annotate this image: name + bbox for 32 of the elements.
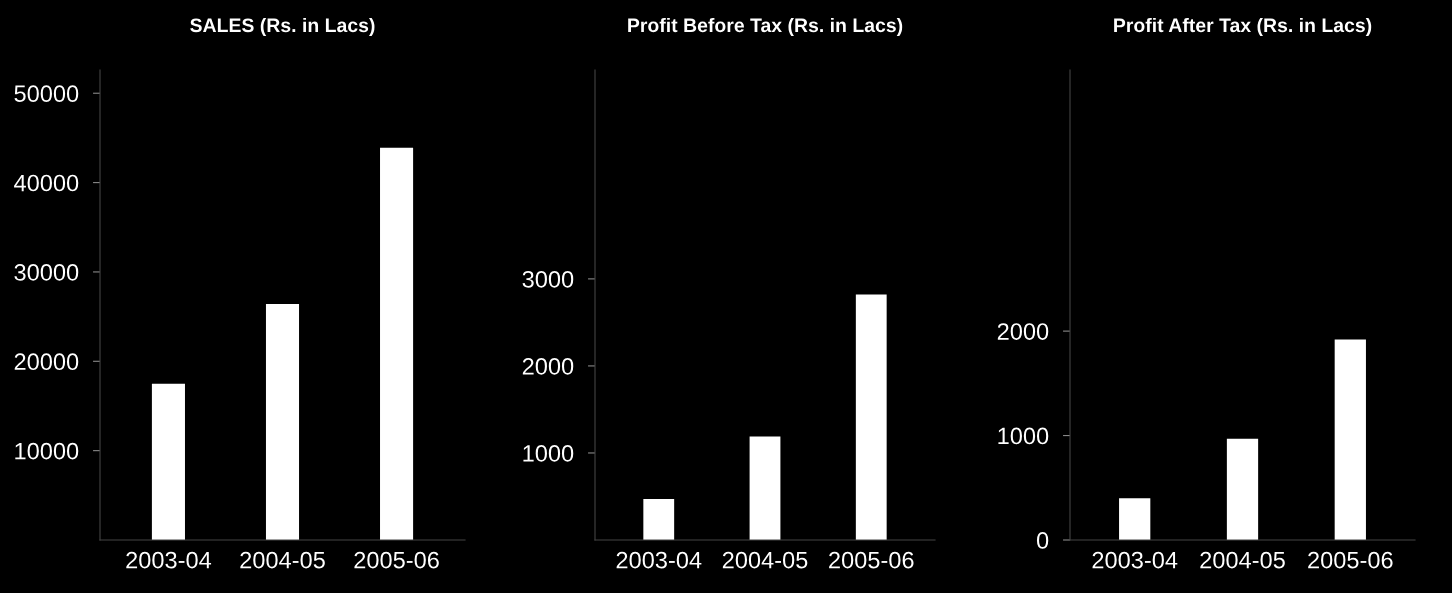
y-tick-label: 1000 <box>998 427 1049 445</box>
x-tick-label: 2004-05 <box>240 551 325 569</box>
y-tick-label: 10000 <box>15 442 79 460</box>
bar <box>1226 438 1259 540</box>
y-tick-label: 0 <box>1036 532 1049 549</box>
chart-title: SALES (Rs. in Lacs) <box>190 17 375 37</box>
bar <box>380 147 414 540</box>
bar <box>151 383 185 540</box>
bar <box>265 304 300 540</box>
y-tick-label: 30000 <box>14 264 79 281</box>
y-tick-label: 1000 <box>523 445 574 462</box>
x-tick-label: 2003-04 <box>126 551 212 569</box>
bar <box>1334 339 1366 540</box>
y-tick-label: 50000 <box>14 85 79 103</box>
bar <box>749 436 781 540</box>
bar <box>1119 498 1151 540</box>
y-tick-label: 3000 <box>522 270 574 288</box>
y-tick-label: 20000 <box>14 353 79 371</box>
bar <box>855 294 887 540</box>
bar <box>643 499 675 540</box>
chart-title: Profit Before Tax (Rs. in Lacs) <box>628 17 903 37</box>
x-tick-label: 2005-06 <box>829 551 914 569</box>
x-tick-label: 2004-05 <box>1200 551 1285 569</box>
x-tick-label: 2003-04 <box>1092 551 1178 569</box>
y-tick-label: 2000 <box>997 323 1049 340</box>
chart-title: Profit After Tax (Rs. in Lacs) <box>1114 17 1372 37</box>
x-tick-label: 2003-04 <box>616 551 702 569</box>
x-tick-label: 2005-06 <box>354 551 439 569</box>
y-tick-label: 2000 <box>522 357 574 375</box>
y-tick-label: 40000 <box>14 174 79 192</box>
x-tick-label: 2004-05 <box>722 551 808 569</box>
x-tick-label: 2005-06 <box>1308 551 1393 569</box>
